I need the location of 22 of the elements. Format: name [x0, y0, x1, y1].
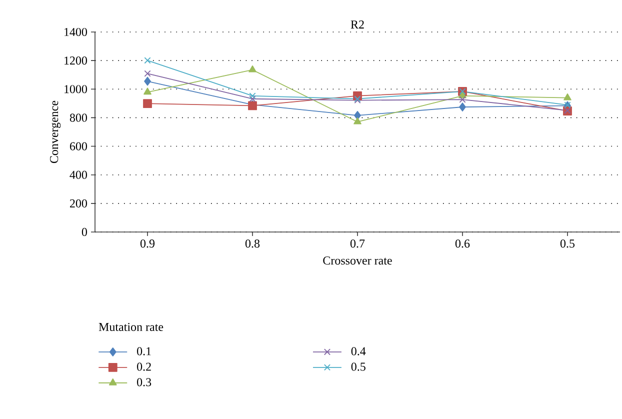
y-axis-title: Convergence	[50, 100, 61, 164]
x-tick-label: 0.8	[245, 240, 260, 248]
y-tick-label: 1200	[64, 56, 88, 65]
chart-title: R2	[350, 20, 364, 28]
x-tick-label: 0.9	[140, 240, 155, 248]
y-tick-label: 400	[70, 170, 88, 179]
y-tick-label: 1000	[64, 85, 88, 94]
legend-title: Mutation rate	[98, 322, 164, 332]
y-tick-label: 1400	[64, 28, 88, 36]
y-tick-label: 800	[70, 114, 88, 122]
legend-label: 0.2	[137, 362, 151, 371]
x-tick-label: 0.5	[560, 240, 575, 248]
legend-label: 0.1	[137, 347, 151, 356]
legend-label: 0.4	[351, 347, 366, 356]
y-tick-label: 600	[70, 142, 88, 150]
x-tick-label: 0.6	[455, 240, 470, 248]
y-tick-label: 200	[70, 199, 88, 208]
legend-label: 0.5	[351, 362, 366, 371]
y-tick-label: 0	[82, 228, 88, 236]
legend-label: 0.3	[137, 378, 152, 386]
x-axis-title: Crossover rate	[323, 256, 392, 265]
x-tick-label: 0.7	[350, 240, 365, 248]
